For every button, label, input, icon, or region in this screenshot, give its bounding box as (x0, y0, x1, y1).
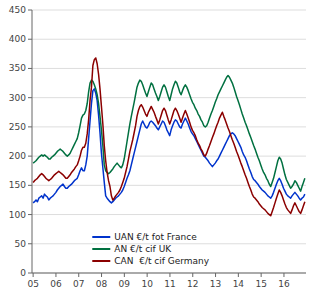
grid-line (32, 68, 306, 69)
legend-swatch (92, 236, 110, 238)
y-tick (28, 243, 32, 244)
y-tick-label: 50 (15, 239, 27, 249)
legend: UAN €/t fot France AN €/t cif UK CAN €/t c… (92, 232, 210, 266)
y-tick-label: 300 (9, 93, 26, 103)
y-tick (28, 214, 32, 215)
x-axis-line (32, 273, 306, 274)
plot-area (33, 58, 305, 216)
x-tick-label: 13 (210, 279, 221, 289)
x-tick-label: 14 (233, 279, 245, 289)
grid-line (32, 214, 306, 215)
y-tick-label: 0 (20, 268, 26, 278)
x-tick-label: 07 (73, 279, 84, 289)
grid-line (32, 156, 306, 157)
y-tick-label: 450 (9, 5, 26, 15)
x-tick (169, 273, 170, 277)
y-tick (28, 39, 32, 40)
chart: 0 50 100 150 200 250 300 350 400 450 05 06 07 08 09 10 1… (0, 0, 316, 295)
x-tick (261, 273, 262, 277)
legend-swatch (92, 248, 110, 250)
y-tick (28, 156, 32, 157)
x-tick (101, 273, 102, 277)
y-tick (28, 97, 32, 98)
x-tick (238, 273, 239, 277)
x-tick-label: 08 (96, 279, 108, 289)
x-tick-label: 05 (27, 279, 38, 289)
grid-line (32, 126, 306, 127)
axes: 0 50 100 150 200 250 300 350 400 450 05 06 07 08 09 10 1… (9, 5, 306, 289)
y-tick-label: 400 (9, 34, 26, 44)
y-tick-label: 150 (9, 180, 26, 190)
legend-swatch (92, 260, 110, 262)
y-axis-line (32, 10, 33, 273)
grid (32, 10, 306, 273)
x-tick (33, 273, 34, 277)
x-tick-label: 11 (164, 279, 175, 289)
x-tick-label: 09 (119, 279, 131, 289)
line (33, 58, 305, 216)
grid-line (32, 39, 306, 40)
x-tick (55, 273, 56, 277)
legend-label: UAN €/t fot France (114, 232, 197, 242)
x-tick-label: 12 (187, 279, 198, 289)
grid-line (32, 185, 306, 186)
x-tick (192, 273, 193, 277)
legend-label: AN €/t cif UK (114, 244, 172, 254)
grid-line (32, 273, 306, 274)
x-tick-label: 10 (141, 279, 153, 289)
x-tick (78, 273, 79, 277)
y-tick (28, 68, 32, 69)
x-tick (215, 273, 216, 277)
x-tick-label: 16 (278, 279, 290, 289)
x-tick-label: 15 (255, 279, 266, 289)
y-tick (28, 273, 32, 274)
y-tick-label: 200 (9, 151, 26, 161)
x-tick-label: 06 (50, 279, 62, 289)
y-tick (28, 185, 32, 186)
legend-label: CAN €/t cif Germany (114, 256, 210, 266)
y-tick (28, 10, 32, 11)
x-tick (147, 273, 148, 277)
y-tick-label: 250 (9, 122, 26, 132)
x-tick (283, 273, 284, 277)
y-tick-label: 350 (9, 63, 26, 73)
line (33, 75, 305, 191)
y-tick-label: 100 (9, 210, 26, 220)
y-tick (28, 126, 32, 127)
grid-line (32, 10, 306, 11)
x-tick (124, 273, 125, 277)
